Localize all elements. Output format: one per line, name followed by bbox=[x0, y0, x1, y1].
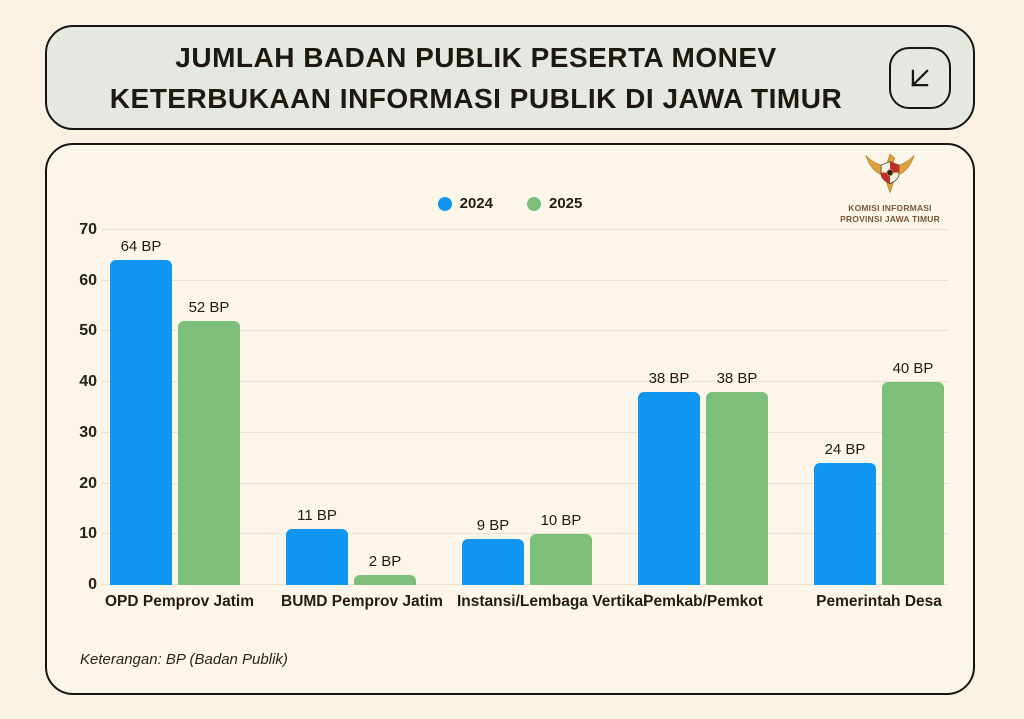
bar-value-label: 10 BP bbox=[540, 512, 582, 530]
y-tick-label: 40 bbox=[79, 373, 97, 391]
bar-value-label: 52 BP bbox=[188, 299, 230, 317]
legend-label: 2024 bbox=[459, 195, 493, 212]
gridline bbox=[101, 381, 949, 383]
bar-group: 24 BP 40 BP bbox=[809, 230, 949, 585]
y-tick-label: 20 bbox=[79, 474, 97, 492]
bar-value-label: 24 BP bbox=[824, 441, 866, 459]
logo-text: KOMISI INFORMASI PROVINSI JAWA TIMUR bbox=[825, 203, 955, 225]
page-title: JUMLAH BADAN PUBLIK PESERTA MONEV KETERB… bbox=[77, 37, 875, 119]
category-label: OPD Pemprov Jatim bbox=[105, 593, 255, 610]
page-title-line1: JUMLAH BADAN PUBLIK PESERTA MONEV bbox=[175, 41, 777, 73]
gridline bbox=[101, 533, 949, 535]
y-tick-label: 50 bbox=[79, 322, 97, 340]
category-label: Pemerintah Desa bbox=[816, 593, 942, 610]
legend: 2024 2025 bbox=[47, 195, 973, 212]
bar-group: 11 BP 2 BP bbox=[281, 230, 421, 585]
gridline bbox=[101, 584, 949, 585]
bar-value-label: 11 BP bbox=[297, 507, 337, 525]
bar-value-label: 2 BP bbox=[368, 552, 402, 570]
logo-text-line1: KOMISI INFORMASI bbox=[848, 203, 932, 213]
bar-group: 38 BP 38 BP bbox=[633, 230, 773, 585]
page-title-line2: KETERBUKAAN INFORMASI PUBLIK DI JAWA TIM… bbox=[109, 82, 843, 114]
y-tick-label: 70 bbox=[79, 221, 97, 238]
bar-value-label: 38 BP bbox=[648, 370, 690, 388]
category-label: BUMD Pemprov Jatim bbox=[281, 593, 443, 610]
y-tick-label: 60 bbox=[79, 271, 97, 289]
y-tick-label: 10 bbox=[79, 525, 97, 543]
gridline bbox=[101, 482, 949, 484]
chart-card: KOMISI INFORMASI PROVINSI JAWA TIMUR 202… bbox=[45, 143, 975, 695]
gridline bbox=[101, 330, 949, 332]
category-label: Instansi/Lembaga Vertikal bbox=[457, 593, 648, 610]
komisi-informasi-logo: KOMISI INFORMASI PROVINSI JAWA TIMUR bbox=[825, 152, 955, 225]
bar-2024: 9 BP bbox=[462, 517, 524, 585]
bar-2024: 64 BP bbox=[110, 238, 172, 585]
plot-area: 64 BP 52 BP 11 BP 2 BP 9 BP 10 BP 38 BP 38 BP 24… bbox=[101, 229, 949, 585]
footer-note: Keterangan: BP (Badan Publik) bbox=[80, 651, 288, 668]
bar-group: 64 BP 52 BP bbox=[105, 230, 245, 585]
bar-2024: 24 BP bbox=[814, 441, 876, 585]
bar-value-label: 9 BP bbox=[476, 517, 510, 535]
bar-2025: 2 BP bbox=[354, 553, 416, 585]
arrow-down-left-icon bbox=[889, 46, 951, 109]
bar-2025: 52 BP bbox=[178, 299, 240, 585]
x-axis: OPD Pemprov Jatim BUMD Pemprov Jatim Insta… bbox=[105, 593, 949, 611]
gridline bbox=[101, 229, 949, 230]
legend-item-2024: 2024 bbox=[437, 195, 493, 212]
bar-2024: 11 BP bbox=[286, 507, 348, 585]
logo-text-line2: PROVINSI JAWA TIMUR bbox=[840, 214, 940, 225]
title-card: JUMLAH BADAN PUBLIK PESERTA MONEV KETERB… bbox=[45, 25, 975, 130]
bar-2025: 38 BP bbox=[706, 370, 768, 585]
gridline bbox=[101, 431, 949, 433]
bar-2024: 38 BP bbox=[638, 370, 700, 585]
y-axis: 0 10 20 30 40 50 60 70 bbox=[63, 221, 97, 593]
bar-value-label: 40 BP bbox=[892, 360, 934, 378]
y-tick-label: 30 bbox=[79, 423, 97, 441]
bar-group: 9 BP 10 BP bbox=[457, 230, 597, 585]
y-tick-label: 0 bbox=[88, 576, 97, 593]
bar-value-label: 64 BP bbox=[120, 238, 162, 256]
bar-value-label: 38 BP bbox=[716, 370, 758, 388]
gridline bbox=[101, 279, 949, 281]
bar-2025: 10 BP bbox=[530, 512, 592, 585]
legend-label: 2025 bbox=[549, 195, 583, 212]
legend-swatch-icon bbox=[437, 196, 452, 211]
legend-item-2025: 2025 bbox=[527, 195, 582, 212]
bar-2025: 40 BP bbox=[882, 360, 944, 585]
legend-swatch-icon bbox=[527, 196, 541, 211]
garuda-pancasila-icon bbox=[865, 153, 915, 194]
category-label: Pemkab/Pemkot bbox=[643, 593, 763, 610]
